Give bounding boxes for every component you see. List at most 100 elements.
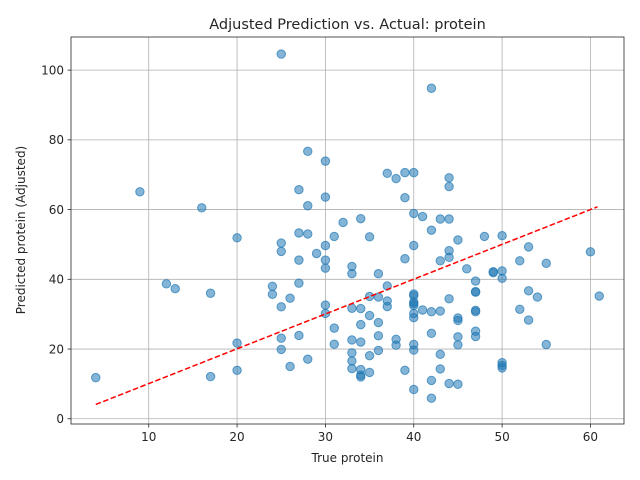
y-tick-label: 0 [56, 412, 64, 426]
data-point [320, 192, 331, 202]
data-point [444, 173, 454, 183]
data-point [382, 168, 392, 179]
data-point [347, 356, 357, 366]
data-point [444, 378, 454, 389]
data-point [541, 339, 551, 350]
data-point [453, 332, 463, 342]
data-point [373, 317, 384, 328]
data-point [444, 252, 454, 263]
data-point [435, 349, 445, 359]
data-point [294, 330, 304, 341]
grid-lines [71, 37, 624, 424]
data-point [409, 167, 419, 178]
data-point [276, 302, 286, 312]
data-point [541, 258, 551, 268]
data-point [320, 255, 331, 265]
data-point [409, 208, 419, 219]
y-tick-label: 60 [49, 203, 64, 217]
data-point [338, 217, 348, 228]
data-point [382, 301, 392, 312]
data-point [462, 264, 472, 274]
data-point [479, 231, 490, 242]
data-point [532, 292, 543, 302]
data-point [444, 294, 454, 304]
data-point [435, 256, 445, 266]
data-point [409, 345, 419, 355]
data-point [232, 338, 242, 348]
data-point [470, 287, 481, 297]
data-point [373, 345, 384, 356]
data-point [276, 333, 286, 343]
data-point [426, 328, 437, 339]
data-point [356, 319, 366, 330]
data-point [523, 242, 534, 252]
data-point [294, 278, 304, 288]
data-point [294, 185, 304, 195]
data-point [364, 291, 375, 302]
x-tick-label: 40 [406, 430, 421, 444]
data-point [232, 233, 242, 243]
data-point [426, 375, 437, 386]
data-point [364, 310, 375, 321]
data-point [320, 240, 331, 251]
data-point [197, 203, 207, 213]
data-point [285, 293, 295, 303]
data-point [426, 307, 437, 317]
data-point [267, 281, 278, 291]
data-point [426, 83, 437, 93]
data-point [161, 279, 172, 289]
data-point [497, 231, 507, 241]
plot-frame [70, 36, 625, 425]
y-tick-label: 20 [49, 342, 64, 356]
data-point [276, 344, 286, 355]
data-point [329, 323, 339, 333]
data-point [347, 269, 357, 279]
data-point [497, 273, 507, 283]
y-tick-label: 40 [49, 273, 64, 287]
x-axis-label: True protein [311, 451, 384, 465]
data-point [488, 267, 498, 278]
y-tick-label: 100 [41, 63, 64, 77]
data-point [276, 246, 286, 257]
x-tick-label: 20 [229, 430, 244, 444]
data-point [409, 384, 419, 395]
data-point [417, 211, 428, 222]
data-point [285, 361, 295, 372]
data-point [453, 315, 463, 326]
data-point [444, 181, 454, 192]
data-point [594, 291, 604, 301]
data-point [135, 187, 145, 197]
data-point [585, 247, 596, 257]
data-point [409, 240, 419, 251]
data-point [523, 315, 534, 325]
data-point [453, 340, 463, 350]
data-point [276, 49, 286, 59]
data-point [303, 354, 313, 364]
data-point [347, 348, 357, 358]
data-point [453, 379, 463, 389]
data-point [267, 289, 278, 300]
data-point [515, 256, 525, 266]
data-point [409, 300, 419, 311]
data-point [470, 331, 481, 342]
data-point [364, 232, 375, 242]
data-point [435, 306, 445, 316]
x-tick-label: 30 [318, 430, 333, 444]
data-point [356, 303, 366, 314]
axes: 10 20 30 40 50 60 0 20 40 60 80 100 [41, 36, 625, 444]
data-point [320, 156, 331, 166]
data-point [417, 305, 428, 315]
data-point [515, 304, 525, 314]
data-point [444, 214, 454, 224]
data-point [391, 340, 401, 350]
data-point [205, 288, 216, 298]
data-point [170, 284, 180, 294]
data-point [329, 339, 339, 349]
x-tick-label: 10 [141, 430, 156, 444]
data-point [400, 254, 410, 264]
data-point [320, 300, 331, 310]
data-point [356, 372, 366, 382]
data-point [329, 231, 339, 242]
data-point [409, 312, 419, 323]
